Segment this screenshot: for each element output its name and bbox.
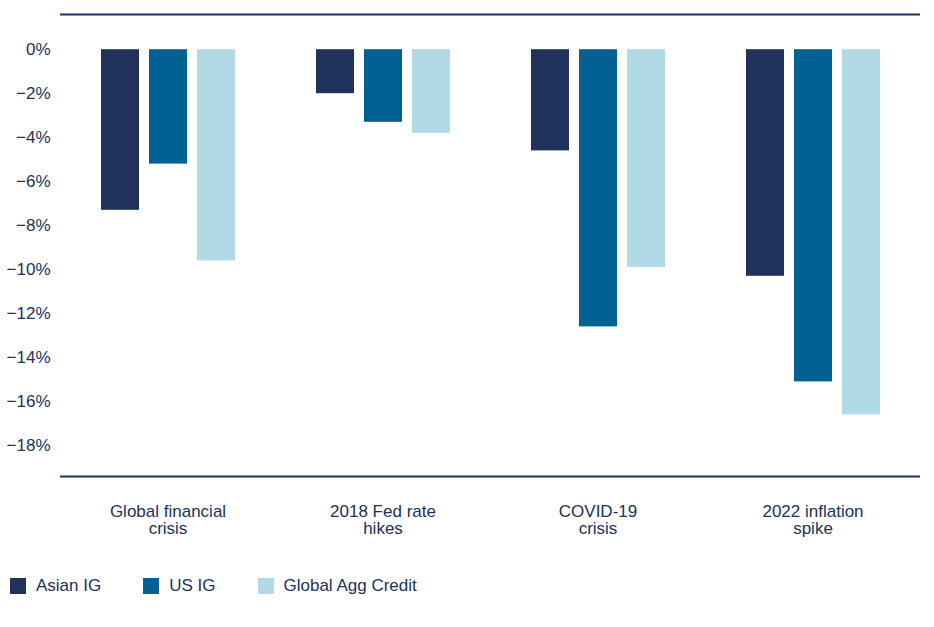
html-text:Asian IG: Asian IG [36,576,102,595]
svg-text:−16%: −16% [7,392,51,411]
svg-text:−6%: −6% [16,172,51,191]
svg-text:Global financialcrisis: Global financialcrisis [110,502,226,538]
svg-text:0%: 0% [26,40,51,59]
svg-text:−8%: −8% [16,216,51,235]
svg-text:−10%: −10% [7,260,51,279]
html-text:Global Agg Credit: Global Agg Credit [283,576,417,595]
svg-text:COVID-19crisis: COVID-19crisis [559,502,637,538]
svg-text:−14%: −14% [7,348,51,367]
svg-text:2022 inflationspike: 2022 inflationspike [762,502,863,538]
html-text:US IG: US IG [169,576,216,595]
svg-text:−18%: −18% [7,436,51,455]
svg-text:−2%: −2% [16,84,51,103]
svg-text:2018 Fed ratehikes: 2018 Fed ratehikes [330,502,436,538]
svg-text:−4%: −4% [16,128,51,147]
svg-text:−12%: −12% [7,304,51,323]
